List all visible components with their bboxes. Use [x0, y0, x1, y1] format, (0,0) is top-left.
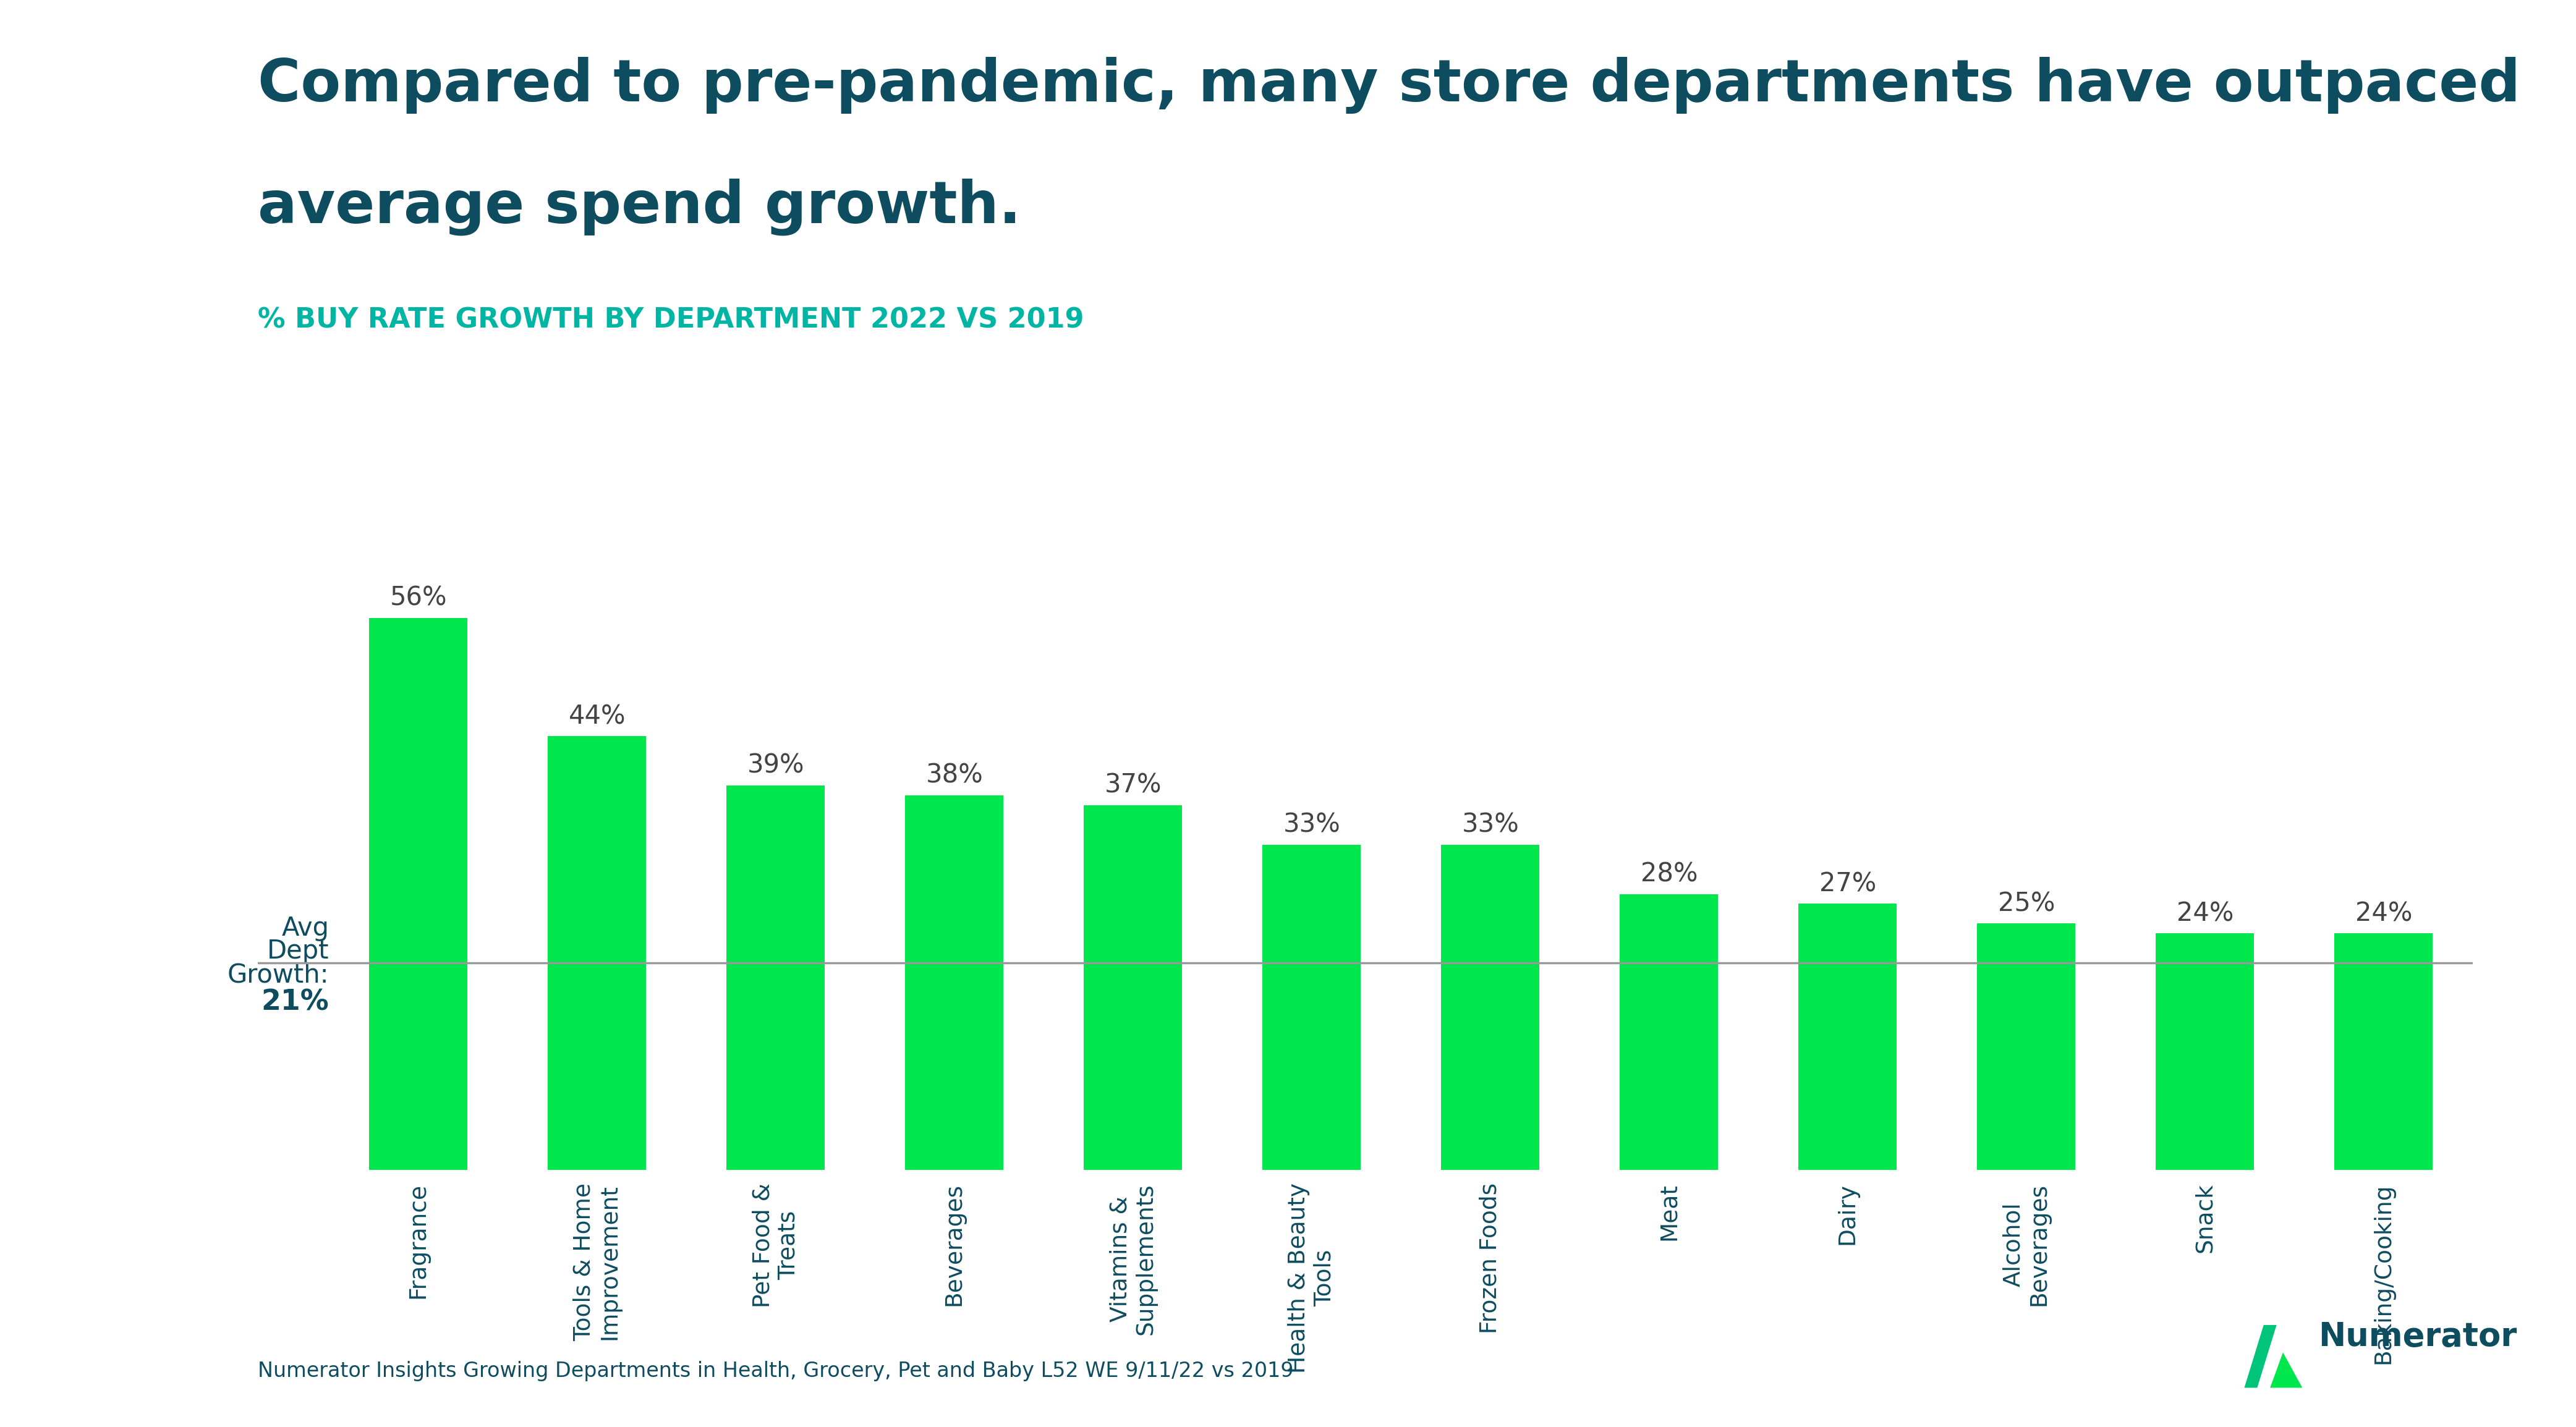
Text: Dept: Dept	[268, 938, 330, 965]
Bar	[549, 736, 647, 1170]
Text: 24%: 24%	[2177, 900, 2233, 926]
Text: average spend growth.: average spend growth.	[258, 178, 1020, 235]
Text: 27%: 27%	[1819, 870, 1875, 898]
Bar	[1262, 845, 1360, 1170]
Text: 56%: 56%	[389, 585, 448, 611]
Text: 25%: 25%	[1999, 890, 2056, 916]
Bar	[368, 618, 466, 1170]
Polygon shape	[2269, 1353, 2303, 1387]
Bar	[2334, 933, 2432, 1170]
Text: Numerator: Numerator	[2318, 1320, 2517, 1353]
Text: Avg: Avg	[281, 916, 330, 942]
Text: Numerator Insights Growing Departments in Health, Grocery, Pet and Baby L52 WE 9: Numerator Insights Growing Departments i…	[258, 1361, 1293, 1381]
Text: 24%: 24%	[2354, 900, 2411, 926]
Bar	[1084, 805, 1182, 1170]
Text: Growth:: Growth:	[227, 962, 330, 987]
Text: 28%: 28%	[1641, 860, 1698, 888]
Text: 38%: 38%	[925, 762, 984, 789]
Text: 39%: 39%	[747, 752, 804, 779]
Bar	[1978, 923, 2076, 1170]
Text: 33%: 33%	[1461, 812, 1520, 838]
Text: % BUY RATE GROWTH BY DEPARTMENT 2022 VS 2019: % BUY RATE GROWTH BY DEPARTMENT 2022 VS …	[258, 307, 1084, 334]
Text: Compared to pre-pandemic, many store departments have outpaced: Compared to pre-pandemic, many store dep…	[258, 57, 2519, 114]
Polygon shape	[2244, 1324, 2277, 1387]
Bar	[1620, 893, 1718, 1170]
Bar	[904, 795, 1005, 1170]
Bar	[726, 785, 824, 1170]
Bar	[2156, 933, 2254, 1170]
Bar	[1798, 903, 1896, 1170]
Text: 33%: 33%	[1283, 812, 1340, 838]
Text: 21%: 21%	[260, 989, 330, 1016]
Text: 37%: 37%	[1105, 772, 1162, 798]
Text: 44%: 44%	[569, 704, 626, 729]
Bar	[1440, 845, 1540, 1170]
